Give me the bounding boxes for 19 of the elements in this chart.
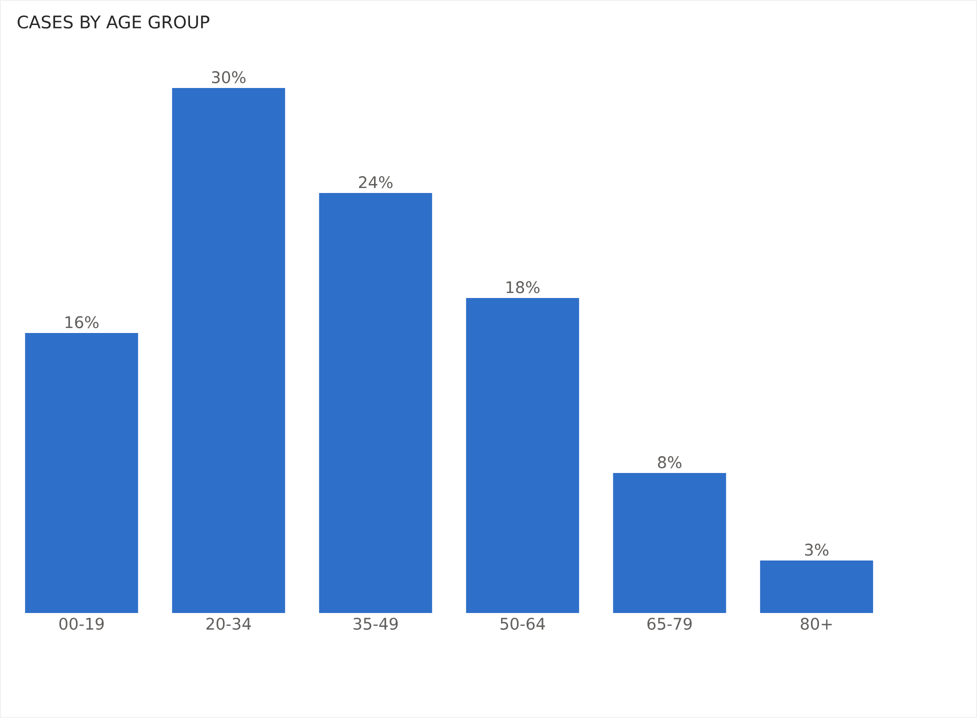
bar bbox=[319, 192, 432, 613]
data-label: 30% bbox=[212, 71, 246, 84]
bar bbox=[760, 560, 874, 613]
x-tick-label: 00-19 bbox=[59, 618, 104, 630]
data-label: 18% bbox=[506, 281, 540, 294]
x-tick-label: 65-79 bbox=[647, 618, 692, 630]
x-tick-label: 80+ bbox=[800, 618, 832, 630]
bar bbox=[172, 88, 286, 613]
bar bbox=[613, 473, 726, 613]
data-label: 24% bbox=[358, 176, 392, 188]
x-tick-label: 35-49 bbox=[354, 618, 398, 630]
chart-title: CASES BY AGE GROUP bbox=[18, 15, 210, 29]
data-label: 3% bbox=[805, 544, 828, 556]
x-tick-label: 20-34 bbox=[206, 618, 251, 630]
data-label: 16% bbox=[66, 316, 98, 328]
data-label: 8% bbox=[658, 456, 682, 468]
bar bbox=[466, 298, 580, 613]
x-tick-label: 50-64 bbox=[500, 618, 545, 630]
bar bbox=[25, 333, 138, 613]
